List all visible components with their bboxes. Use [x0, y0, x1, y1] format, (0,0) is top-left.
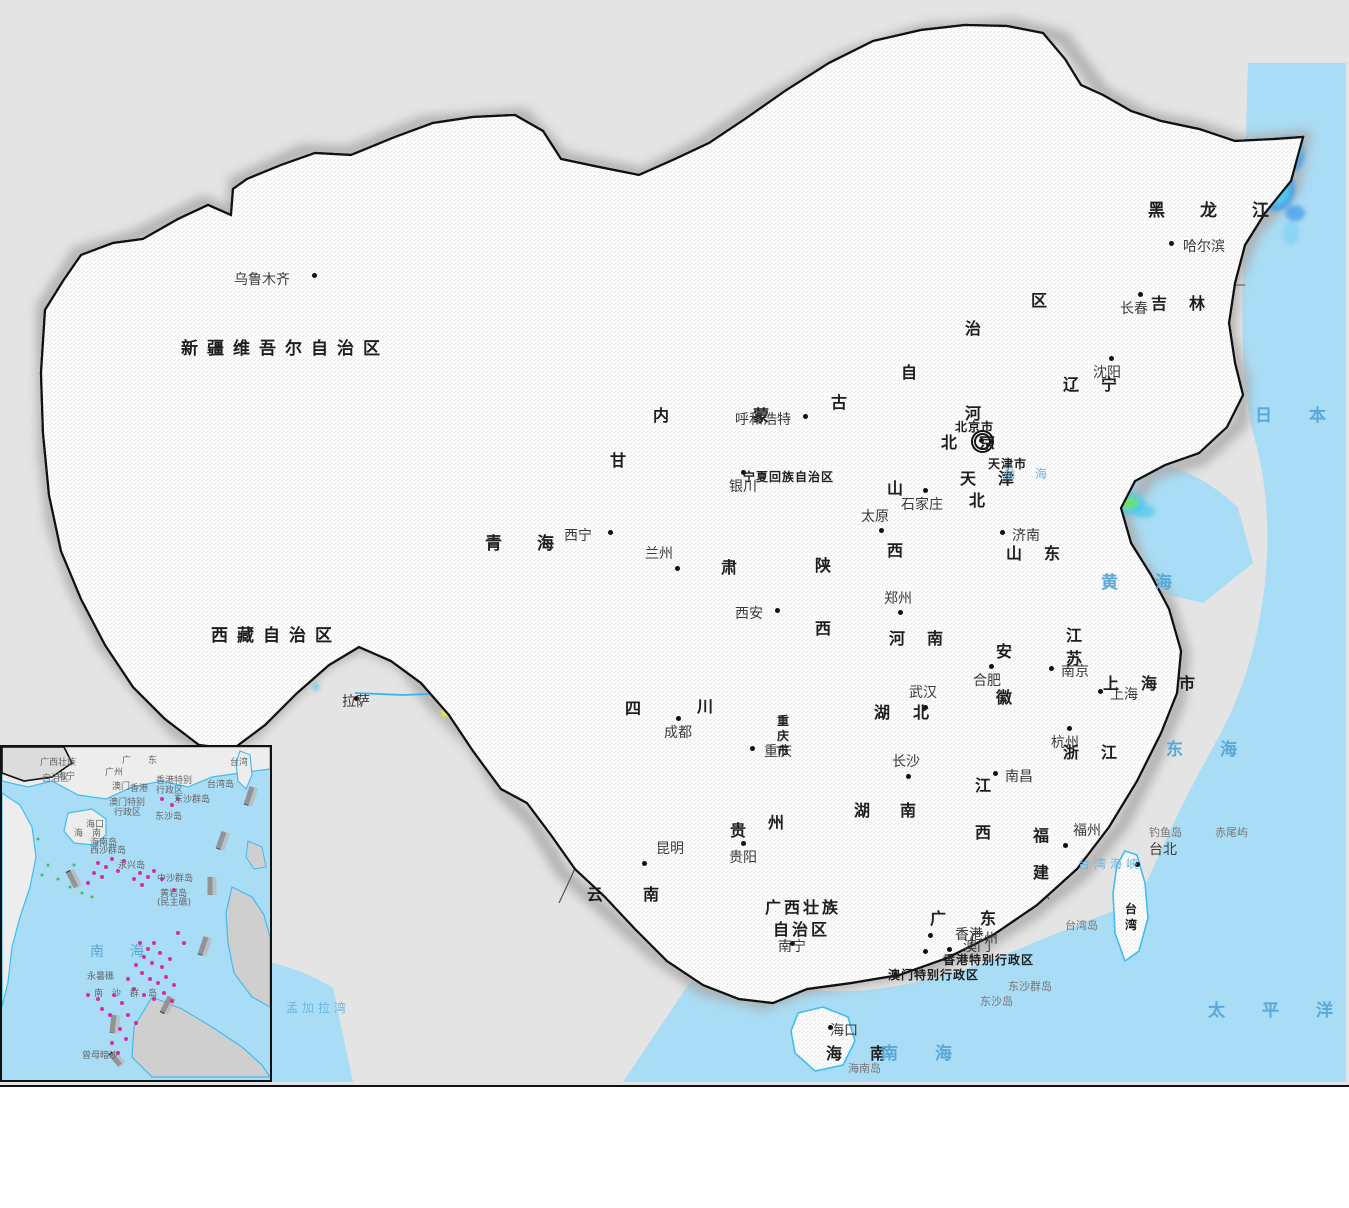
city-marker [1138, 292, 1143, 297]
map-canvas[interactable]: 乌鲁木齐 哈尔滨 长春 沈阳 呼和浩特 银川 石家庄 太原 济南 西宁 兰州 西安 郑州 合肥 南京 上海 杭州… [3, 3, 1346, 1082]
city-marker [906, 774, 911, 779]
city-marker [1135, 862, 1140, 867]
city-marker [947, 947, 952, 952]
city-marker [1067, 726, 1072, 731]
city-marker [790, 941, 795, 946]
city-marker [898, 610, 903, 615]
reef-cluster [86, 797, 186, 1055]
city-marker [828, 1025, 833, 1030]
city-marker [1049, 666, 1054, 671]
china-map-svg [3, 3, 1346, 1082]
city-marker [923, 705, 928, 710]
map-area[interactable]: 乌鲁木齐 哈尔滨 长春 沈阳 呼和浩特 银川 石家庄 太原 济南 西宁 兰州 西安 郑州 合肥 南京 上海 杭州… [0, 0, 1349, 1085]
city-marker [1169, 241, 1174, 246]
city-marker [1098, 689, 1103, 694]
ocean [843, 63, 1346, 1082]
taiwan-island [1112, 850, 1149, 963]
city-marker [741, 470, 746, 475]
city-marker [676, 716, 681, 721]
city-marker [989, 664, 994, 669]
city-marker [993, 771, 998, 776]
legend-panel: 全国雷达拼图 [2025-01-09 09:12:00] [ 组合反射率 ] d… [0, 1085, 1349, 1208]
city-marker [775, 608, 780, 613]
south-china-sea-inset[interactable]: 广西壮族 自治区广东台湾 南宁 广州 澳门 香港 香港特别 行政区 澳门特别 行政区 台湾岛 东沙群岛… [0, 745, 272, 1082]
city-marker [642, 861, 647, 866]
city-marker [312, 273, 317, 278]
hainan-island [790, 1006, 856, 1072]
capital-inner-beijing [974, 433, 991, 450]
city-marker [675, 566, 680, 571]
inset-svg [2, 747, 270, 1080]
city-marker [750, 746, 755, 751]
city-marker [923, 949, 928, 954]
city-marker [1109, 356, 1114, 361]
city-marker [923, 488, 928, 493]
city-marker [879, 528, 884, 533]
city-marker [354, 696, 359, 701]
city-marker [1063, 843, 1068, 848]
city-marker [928, 933, 933, 938]
city-marker [608, 530, 613, 535]
city-marker [1000, 530, 1005, 535]
capital-marker-beijing [971, 430, 994, 453]
city-marker [741, 841, 746, 846]
city-marker [803, 414, 808, 419]
